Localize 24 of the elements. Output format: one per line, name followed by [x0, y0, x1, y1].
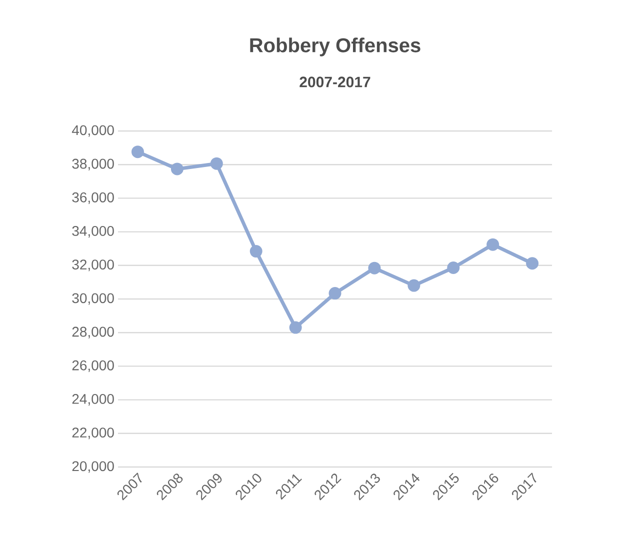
- point: [447, 262, 460, 274]
- y-tick-label: 28,000: [72, 326, 114, 338]
- point: [210, 157, 223, 170]
- point: [486, 238, 500, 251]
- point: [408, 279, 420, 292]
- y-tick-label: 22,000: [72, 428, 114, 440]
- point: [526, 257, 539, 270]
- point: [170, 162, 184, 176]
- chart-subtitle: 2007-2017: [300, 76, 370, 88]
- y-tick-label: 36,000: [72, 192, 114, 204]
- point: [289, 321, 302, 334]
- chart-title: Robbery Offenses: [250, 38, 420, 56]
- y-tick-label: 20,000: [72, 461, 114, 473]
- y-tick-label: 24,000: [72, 394, 114, 406]
- point: [368, 262, 381, 274]
- y-tick-label: 40,000: [72, 125, 114, 137]
- point: [328, 287, 342, 300]
- y-tick-label: 30,000: [72, 293, 114, 305]
- point: [250, 245, 262, 258]
- point: [131, 146, 144, 158]
- y-tick-label: 34,000: [72, 226, 114, 238]
- y-tick-label: 32,000: [72, 260, 114, 272]
- y-tick-label: 38,000: [72, 158, 114, 170]
- y-tick-label: 26,000: [72, 360, 114, 372]
